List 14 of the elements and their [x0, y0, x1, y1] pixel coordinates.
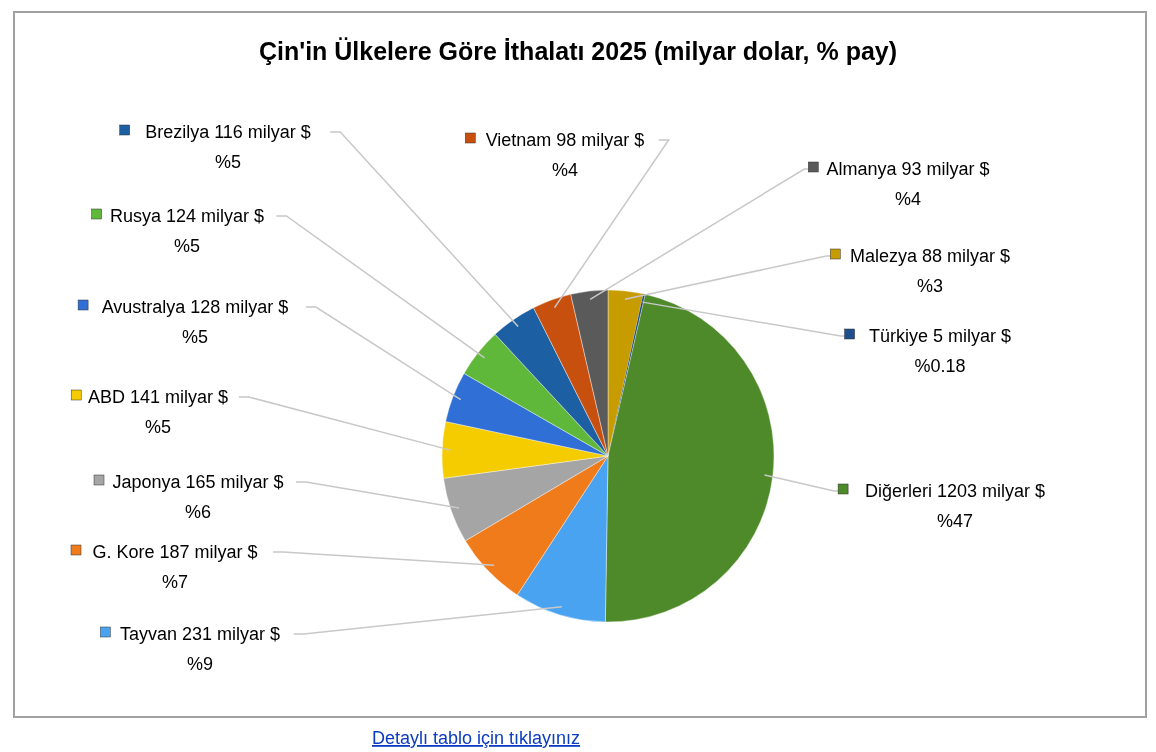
legend-label: Malezya 88 milyar $ %3: [849, 246, 1011, 296]
legend-label: Almanya 93 milyar $ %4: [826, 159, 990, 209]
legend-label: ABD 141 milyar $ %5: [87, 387, 229, 437]
legend-label: G. Kore 187 milyar $ %7: [92, 542, 258, 592]
legend-label: Diğerleri 1203 milyar $ %47: [864, 481, 1046, 531]
legend-label: Tayvan 231 milyar $ %9: [119, 624, 281, 674]
legend-label: Japonya 165 milyar $ %6: [112, 472, 284, 522]
text: Detaylı tablo için tıklayınız: [372, 728, 581, 748]
legend-label: Brezilya 116 milyar $ %5: [145, 122, 311, 172]
chart-title: Çin'in Ülkelere Göre İthalatı 2025 (milyar dolar, % pay): [258, 37, 898, 65]
legend-label: Türkiye 5 milyar $ %0.18: [868, 326, 1012, 376]
legend-label: Vietnam 98 milyar $ %4: [485, 130, 645, 180]
legend-label: Rusya 124 milyar $ %5: [109, 206, 265, 256]
legend-label: Avustralya 128 milyar $ %5: [101, 297, 289, 347]
